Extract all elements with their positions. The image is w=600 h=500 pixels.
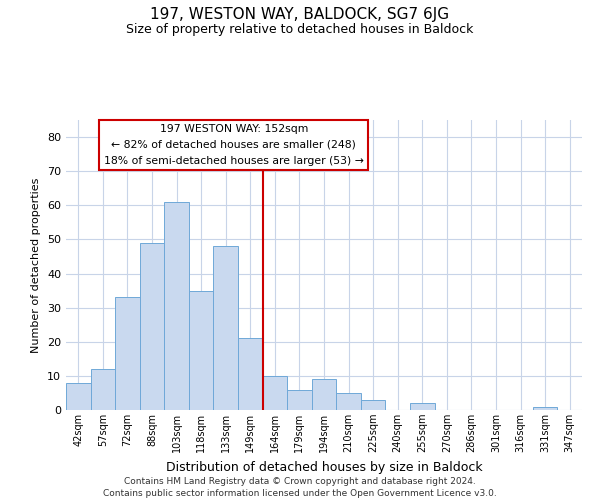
Bar <box>164 202 189 410</box>
Bar <box>140 243 164 410</box>
Bar <box>189 290 214 410</box>
Bar <box>410 403 434 410</box>
Text: Size of property relative to detached houses in Baldock: Size of property relative to detached ho… <box>127 22 473 36</box>
X-axis label: Distribution of detached houses by size in Baldock: Distribution of detached houses by size … <box>166 460 482 473</box>
Bar <box>336 393 361 410</box>
Bar <box>287 390 312 410</box>
Text: 197 WESTON WAY: 152sqm
← 82% of detached houses are smaller (248)
18% of semi-de: 197 WESTON WAY: 152sqm ← 82% of detached… <box>104 124 364 166</box>
Bar <box>312 380 336 410</box>
Bar <box>91 369 115 410</box>
Bar <box>115 298 140 410</box>
Text: 197, WESTON WAY, BALDOCK, SG7 6JG: 197, WESTON WAY, BALDOCK, SG7 6JG <box>151 8 449 22</box>
Text: Contains public sector information licensed under the Open Government Licence v3: Contains public sector information licen… <box>103 489 497 498</box>
Bar <box>361 400 385 410</box>
Bar <box>238 338 263 410</box>
Text: Contains HM Land Registry data © Crown copyright and database right 2024.: Contains HM Land Registry data © Crown c… <box>124 478 476 486</box>
Bar <box>214 246 238 410</box>
Bar <box>263 376 287 410</box>
Y-axis label: Number of detached properties: Number of detached properties <box>31 178 41 352</box>
Bar <box>533 406 557 410</box>
Bar <box>66 382 91 410</box>
